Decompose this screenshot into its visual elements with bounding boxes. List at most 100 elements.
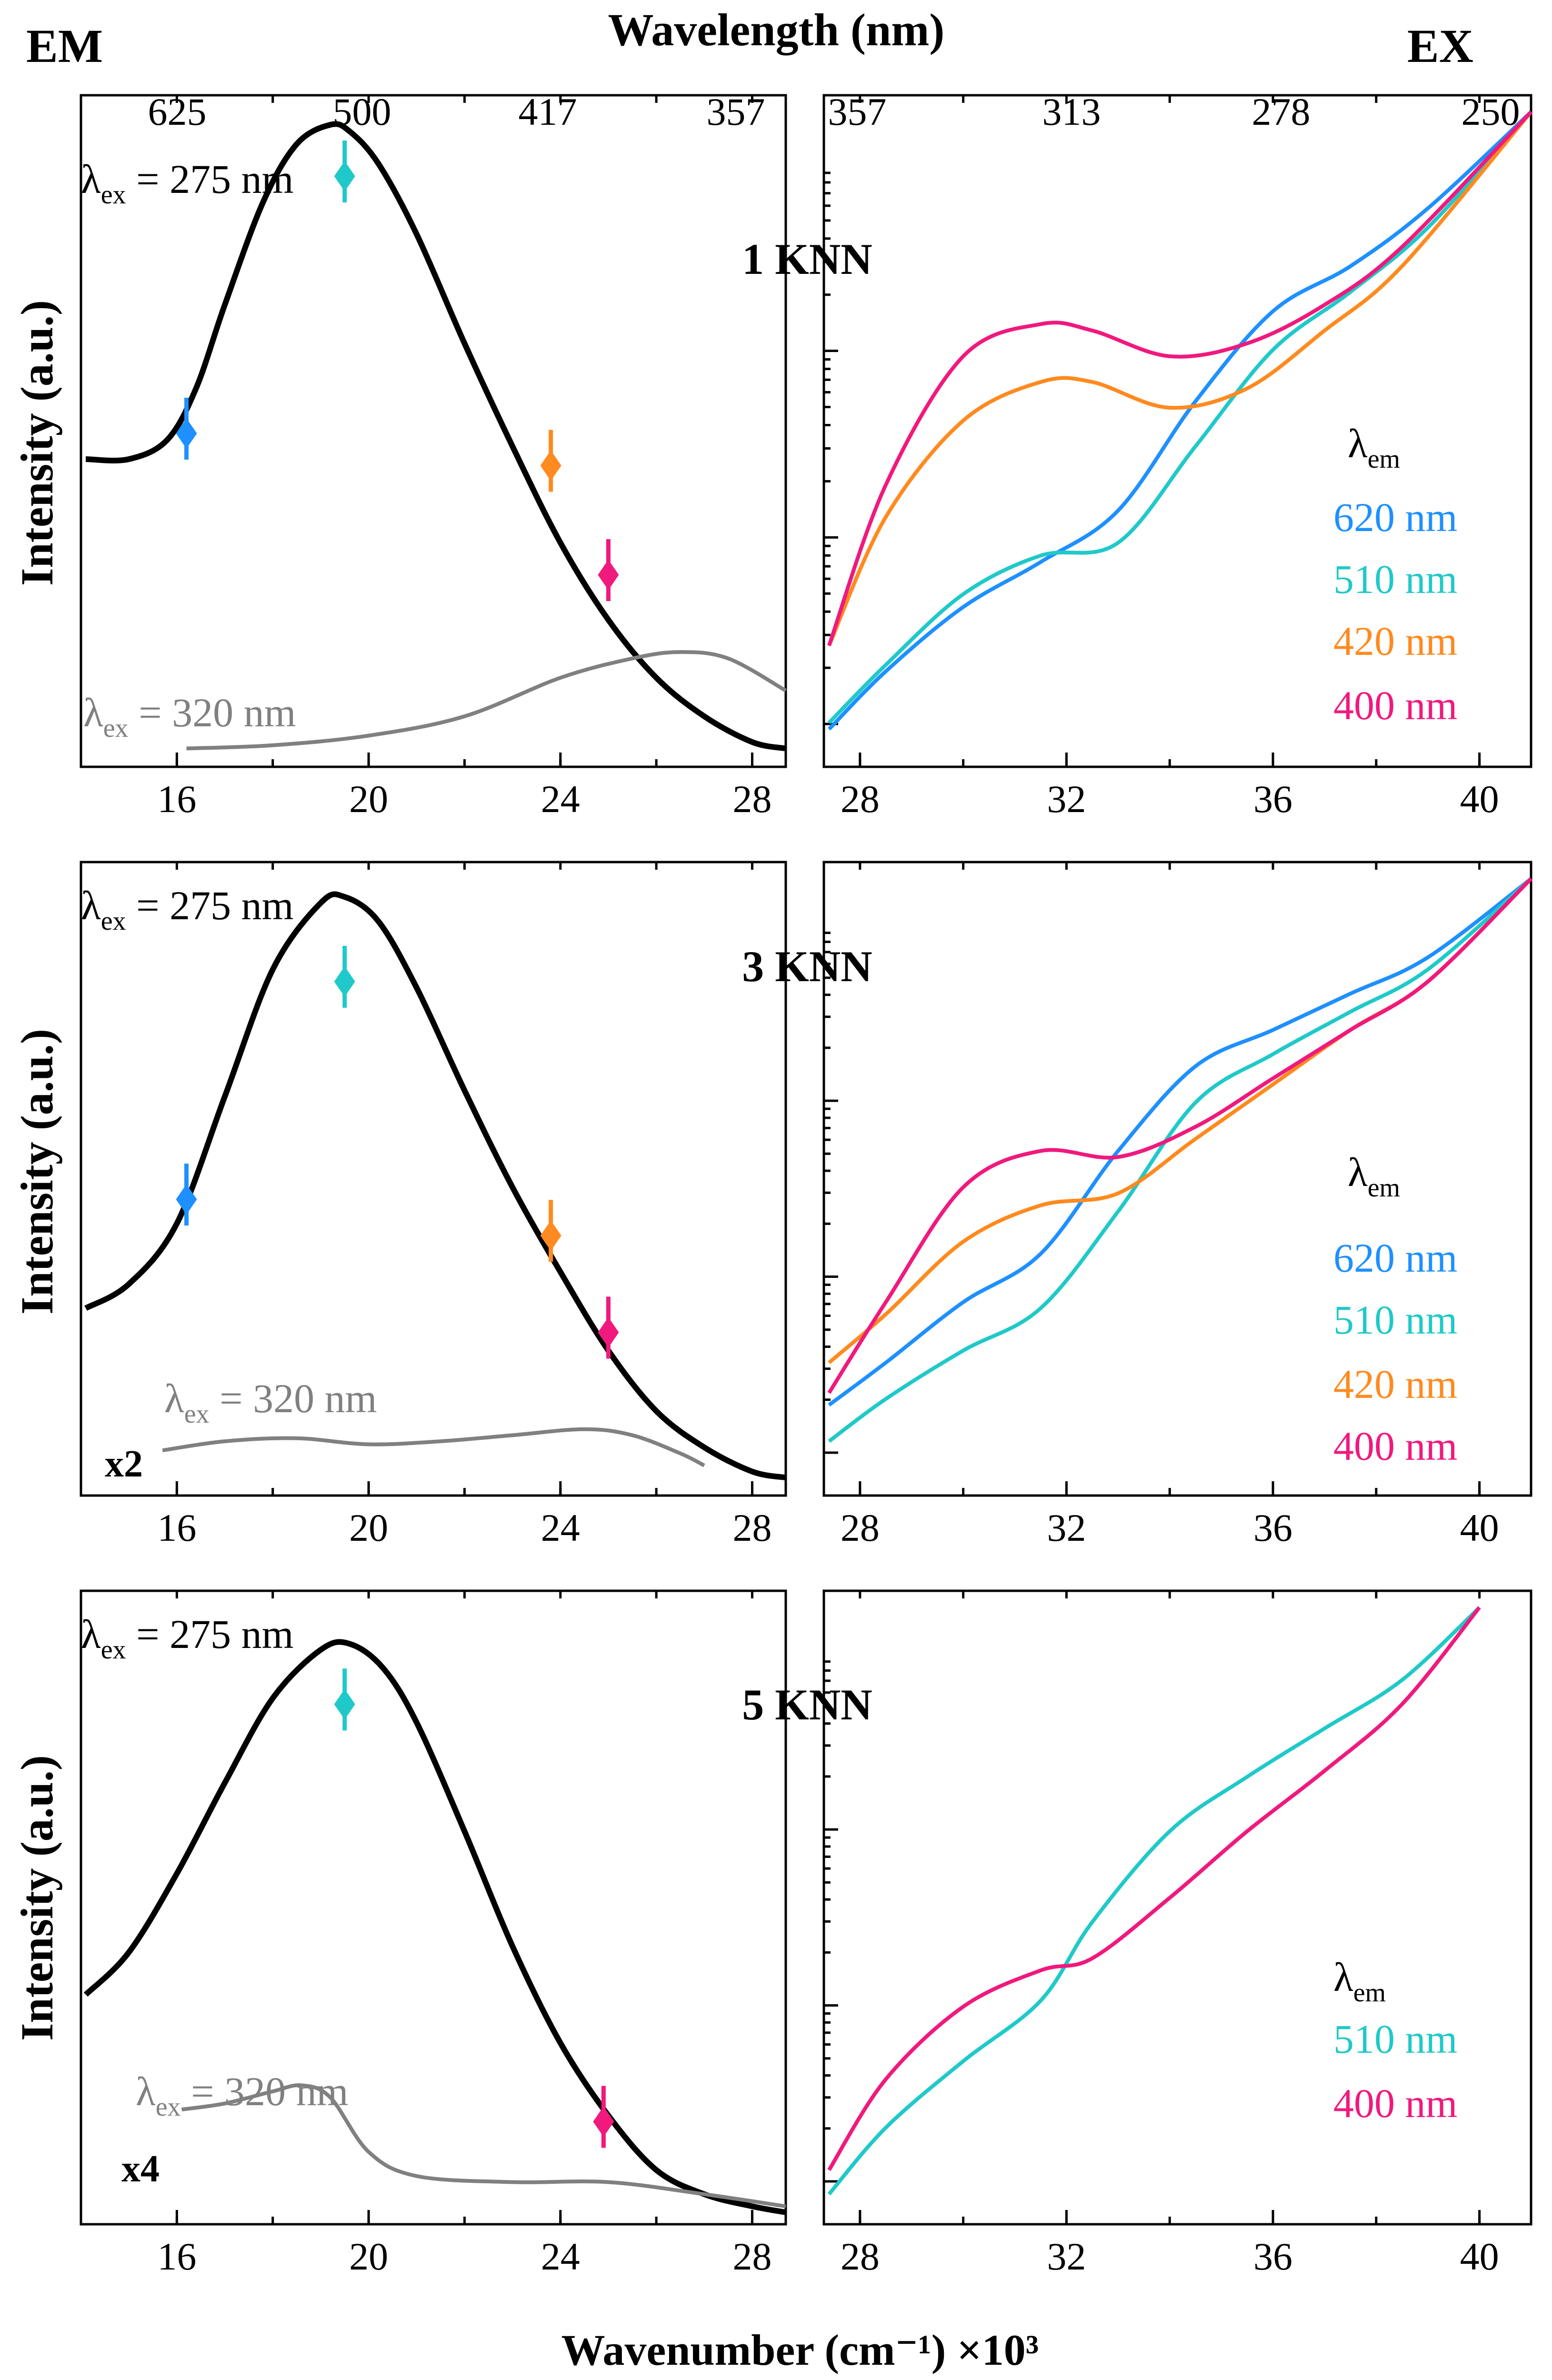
marker-diamond	[598, 560, 619, 590]
legend-entry: 420 nm	[1333, 618, 1457, 664]
ex-top-tick: 357	[828, 90, 887, 133]
legend-title: λem	[1348, 1149, 1400, 1203]
series-line	[162, 1427, 705, 1467]
x-tick-label: 32	[1047, 777, 1086, 821]
legend-entry: 400 nm	[1333, 2080, 1457, 2126]
legend-entry: 400 nm	[1333, 683, 1457, 728]
x-tick-label: 16	[157, 777, 196, 821]
em-top-ticks: 625 500 417 357	[148, 90, 765, 133]
series-line	[827, 110, 1532, 731]
x-tick-label: 32	[1047, 2235, 1086, 2278]
series-line	[827, 110, 1532, 646]
marker-diamond	[540, 450, 561, 481]
x-tick-label: 28	[733, 2235, 772, 2278]
x-tick-label: 40	[1460, 2235, 1499, 2278]
marker-diamond	[176, 418, 197, 449]
plot-frame	[80, 861, 787, 1497]
ex-label: EX	[1407, 20, 1473, 72]
x-tick-label: 24	[541, 1506, 580, 1549]
series-line	[181, 2083, 786, 2209]
excitation-marker	[540, 430, 561, 492]
em-ex-label2: λex = 320 nm	[83, 690, 296, 743]
plot-frame	[822, 1589, 1532, 2226]
sample-label: 5 KNN	[742, 1680, 872, 1729]
x-tick-label: 28	[841, 777, 880, 821]
x-tick-label: 20	[349, 2235, 388, 2278]
marker-diamond	[540, 1220, 561, 1251]
panel-4: 28 32 36 40	[822, 861, 1532, 1549]
marker-diamond	[598, 1317, 619, 1348]
ex-top-tick: 313	[1042, 90, 1101, 133]
ex-top-ticks: 357 313 278 250	[828, 90, 1520, 133]
legend-entry: 620 nm	[1333, 494, 1457, 540]
plot-layer: 16 20 24 28 28 32 36 40 16 20 24 28 28 32 36 40 16 20 24 28…	[80, 94, 1533, 2278]
series-line	[827, 110, 1532, 724]
series-line	[827, 1606, 1481, 2171]
x-tick-label: 28	[841, 1506, 880, 1549]
x-tick-label: 24	[541, 2235, 580, 2278]
x-tick-label: 36	[1253, 1506, 1292, 1549]
marker-diamond	[593, 2106, 614, 2137]
excitation-marker	[176, 1164, 197, 1226]
marker-diamond	[334, 966, 355, 997]
ex-legend-3: λem 510 nm 400 nm	[1333, 1954, 1457, 2126]
x-tick-label: 28	[841, 2235, 880, 2278]
legend-entry: 400 nm	[1333, 1423, 1457, 1469]
legend-entry: 420 nm	[1333, 1361, 1457, 1407]
top-axis-title: Wavelength (nm)	[608, 4, 945, 55]
x-tick-label: 20	[349, 777, 388, 821]
panel-2: 28 32 36 40	[822, 94, 1533, 821]
ex-top-tick: 278	[1252, 90, 1311, 133]
marker-diamond	[334, 1689, 355, 1720]
em-ex-label: λex = 275 nm	[81, 1611, 293, 1665]
em-top-tick: 417	[519, 90, 577, 133]
ex-legend-2: λem 620 nm 510 nm 420 nm 400 nm	[1333, 1149, 1457, 1469]
em-multiplier: x2	[105, 1443, 143, 1485]
plot-frame	[822, 861, 1532, 1497]
em-ex-label2: λex = 320 nm	[136, 2069, 348, 2122]
x-tick-label: 40	[1460, 777, 1499, 821]
plot-frame	[822, 94, 1532, 768]
em-label: EM	[26, 20, 103, 72]
panel-5: 16 20 24 28	[80, 1589, 787, 2278]
plot-frame	[80, 94, 787, 768]
y-axis-title-1: Intensity (a.u.)	[11, 300, 62, 586]
excitation-marker	[176, 398, 197, 460]
ex-legend-1: λem 620 nm 510 nm 420 nm 400 nm	[1333, 421, 1457, 728]
x-tick-label: 20	[349, 1506, 388, 1549]
excitation-marker	[593, 2086, 614, 2148]
em-ex-label2: λex = 320 nm	[164, 1376, 377, 1429]
excitation-marker	[598, 539, 619, 601]
excitation-marker	[334, 141, 355, 202]
x-tick-label: 28	[733, 1506, 772, 1549]
excitation-marker	[334, 945, 355, 1008]
legend-entry: 510 nm	[1333, 556, 1457, 602]
marker-diamond	[334, 161, 355, 191]
sample-label: 3 KNN	[742, 942, 872, 991]
sample-label: 1 KNN	[742, 235, 872, 283]
bottom-axis-title: Wavenumber (cm⁻¹) ×10³	[561, 2326, 1039, 2374]
panel-3: 16 20 24 28	[80, 861, 787, 1549]
legend-entry: 620 nm	[1333, 1235, 1457, 1281]
excitation-marker	[540, 1200, 561, 1262]
excitation-marker	[598, 1296, 619, 1359]
marker-diamond	[176, 1184, 197, 1215]
panel-6: 28 32 36 40	[822, 1589, 1532, 2278]
series-line	[827, 877, 1532, 1394]
legend-entry: 510 nm	[1333, 1297, 1457, 1343]
x-tick-label: 16	[157, 1506, 196, 1549]
x-tick-label: 40	[1460, 1506, 1499, 1549]
em-ex-label: λex = 275 nm	[81, 883, 293, 936]
series-line	[827, 1606, 1481, 2196]
legend-entry: 510 nm	[1333, 2016, 1457, 2062]
y-axis-title-2: Intensity (a.u.)	[11, 1029, 62, 1315]
x-tick-label: 28	[733, 777, 772, 821]
plot-frame	[80, 1589, 787, 2226]
legend-title: λem	[1333, 1954, 1386, 2008]
series-line	[828, 877, 1532, 1407]
x-tick-label: 36	[1253, 777, 1292, 821]
series-line	[83, 1639, 787, 2215]
x-tick-label: 32	[1047, 1506, 1086, 1549]
series-line	[84, 891, 787, 1481]
